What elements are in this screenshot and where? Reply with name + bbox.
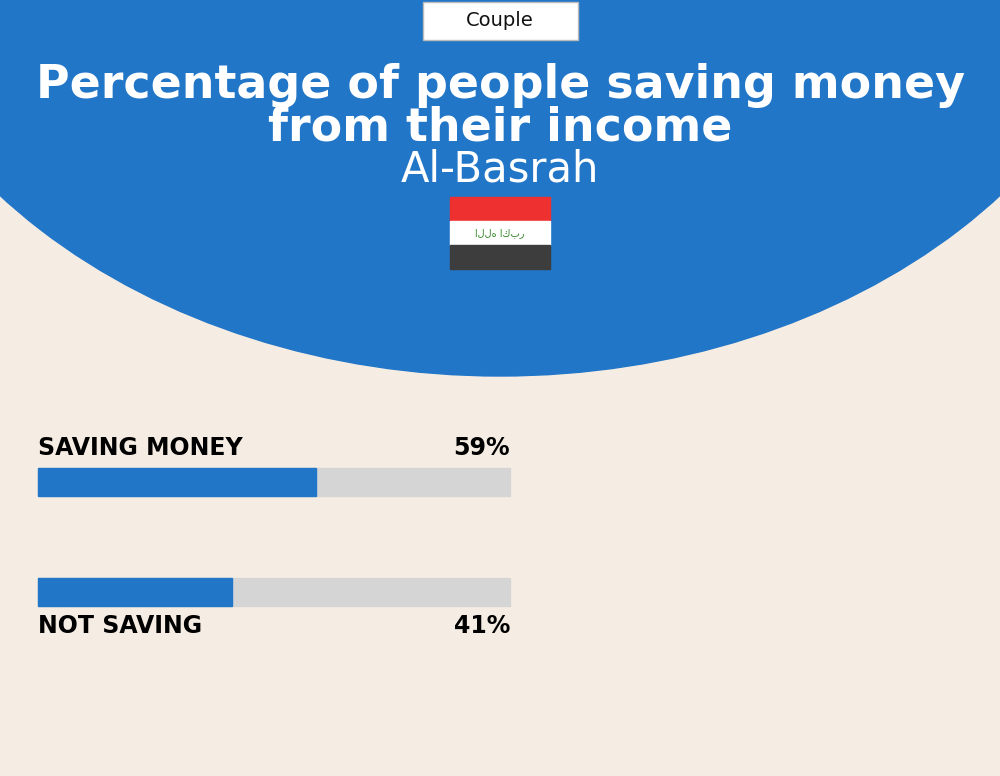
Text: SAVING MONEY: SAVING MONEY	[38, 436, 243, 460]
Bar	[38, 468, 316, 496]
Bar	[450, 221, 550, 245]
Bar	[38, 468, 510, 496]
Bar	[38, 578, 232, 606]
Text: Percentage of people saving money: Percentage of people saving money	[36, 64, 964, 109]
Bar	[450, 197, 550, 221]
Text: 41%: 41%	[454, 614, 510, 638]
Bar	[450, 245, 550, 269]
Text: Couple: Couple	[466, 12, 534, 30]
Text: from their income: from their income	[268, 106, 732, 151]
Text: NOT SAVING: NOT SAVING	[38, 614, 202, 638]
Text: Al-Basrah: Al-Basrah	[401, 149, 599, 191]
Text: 59%: 59%	[453, 436, 510, 460]
Bar	[38, 578, 510, 606]
Ellipse shape	[0, 0, 1000, 376]
FancyBboxPatch shape	[422, 2, 578, 40]
Text: الله اكبر: الله اكبر	[475, 228, 525, 238]
